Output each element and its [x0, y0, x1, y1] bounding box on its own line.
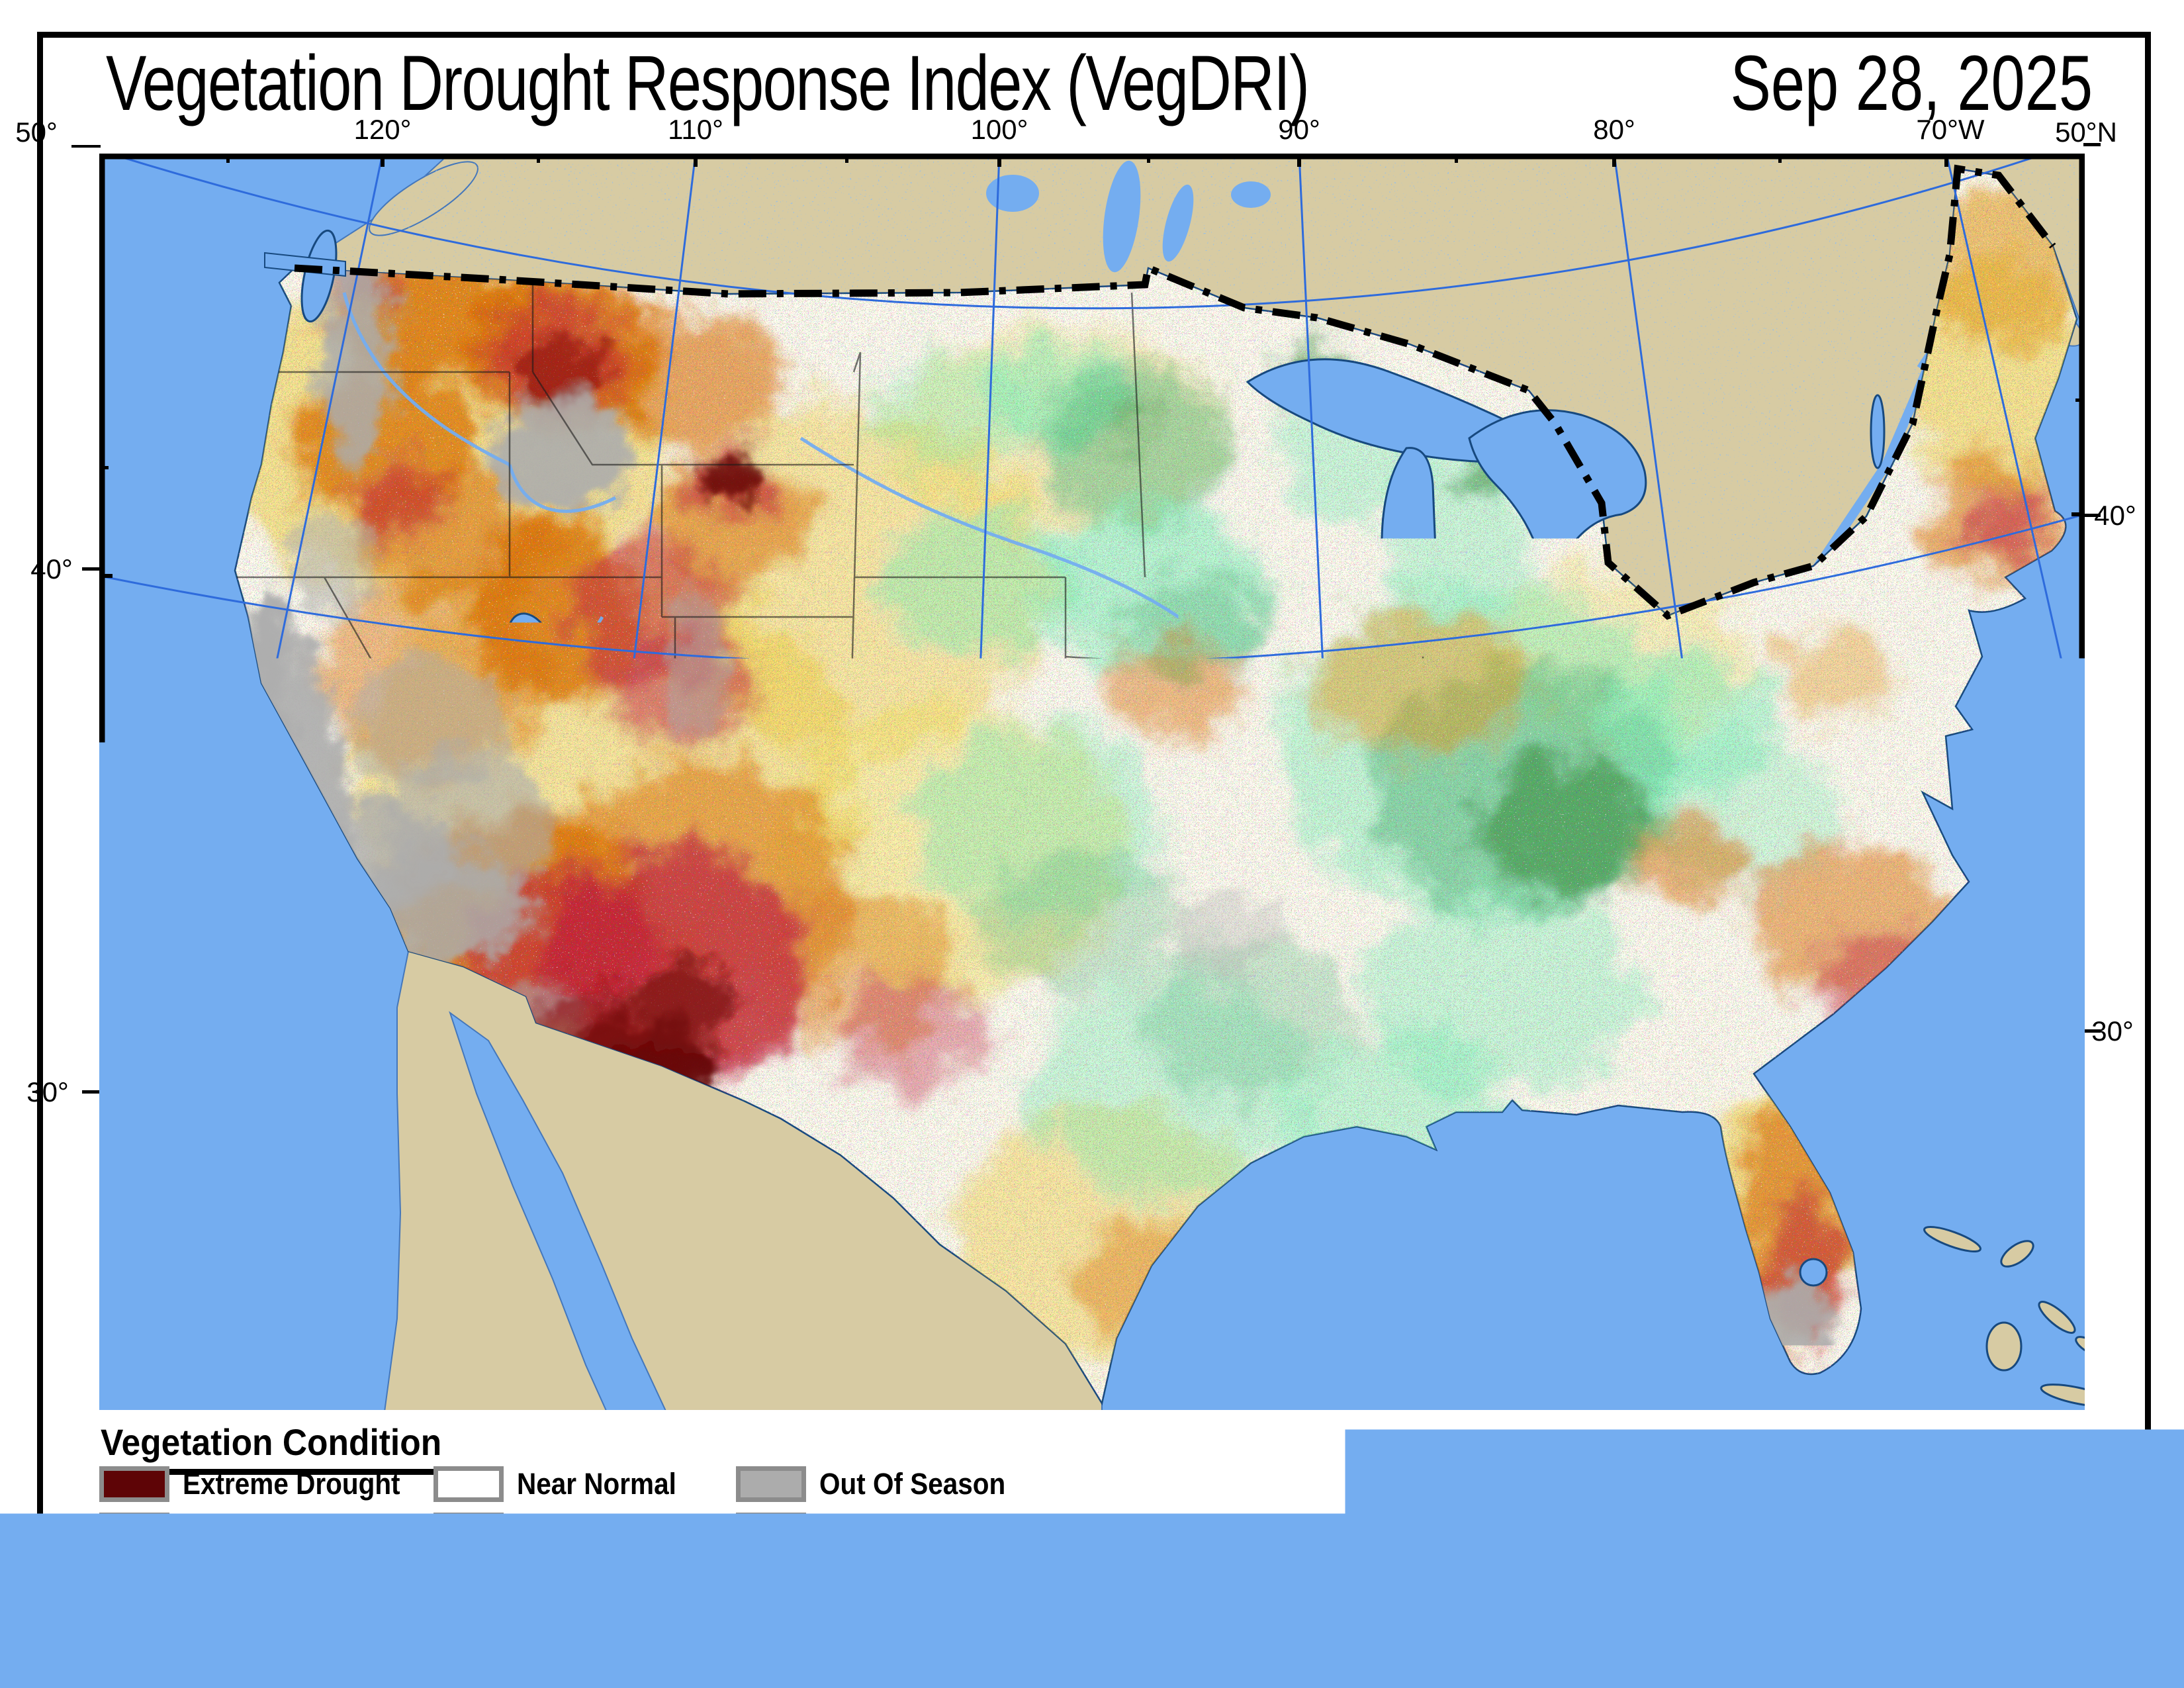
axis-stub [71, 145, 101, 148]
legend-item: Extreme Drought [99, 1467, 439, 1501]
legend-swatch [736, 1513, 806, 1548]
legend-item: Pre-Drought [99, 1606, 439, 1640]
legend-swatch [99, 1513, 169, 1548]
legend-label: Moderate Drought [183, 1560, 414, 1594]
nasa-meatball-icon: NASA [738, 1297, 850, 1405]
interactive-maps-label: For Interactive Drought Maps: [1293, 1608, 1670, 1644]
interactive-maps-line: For Interactive Drought Maps: http://vegd… [1185, 1607, 2085, 1644]
axis-label: 50°N [2055, 117, 2117, 148]
legend-swatch [433, 1513, 504, 1548]
axis-label: 30° [2091, 1015, 2134, 1047]
legend-item: Out Of Season [736, 1467, 1026, 1501]
period-line: Period: Sep 22 - Sep 28 (Week39) [1425, 1422, 2097, 1472]
legend-label: Severe Drought [183, 1513, 383, 1548]
map-date: Sep 28, 2025 [1628, 38, 2093, 128]
scale-label: Scale 1:18,050,000 [1827, 1368, 2078, 1401]
axis-label: 100° [971, 114, 1028, 146]
ndmc-logo: National Drought Mitigation Center [412, 1304, 631, 1401]
axis-label: 110° [668, 114, 723, 146]
legend-swatch [433, 1605, 504, 1641]
legend-label: Water [819, 1513, 893, 1548]
legend-swatch [736, 1466, 806, 1502]
usgs-wave-icon [111, 1308, 170, 1372]
legend-swatch [99, 1466, 169, 1502]
data-source-line: Data Source: eVIIRS 7 Day Composites [1377, 1517, 2087, 1563]
legend-item: Severe Drought [99, 1513, 439, 1548]
axis-stub [82, 1090, 101, 1094]
axis-label: 90° [1278, 114, 1320, 146]
legend-item: Extremely Moist [433, 1606, 745, 1640]
usgs-wordmark: USGS [174, 1295, 353, 1380]
legend-label: Extremely Moist [517, 1606, 723, 1640]
legend-label: Very Moist [517, 1560, 651, 1594]
axis-stub [82, 567, 101, 571]
ndmc-trees-icon [412, 1304, 631, 1377]
legend-item: Water [736, 1513, 1026, 1548]
vegdri-map [99, 154, 2085, 1410]
legend-item: Unusually Moist [433, 1513, 745, 1548]
axis-label: 50° [15, 117, 58, 148]
axis-label: 40° [2094, 500, 2136, 532]
logo-strip: USGS science for a changing world Nation… [97, 1295, 817, 1407]
page-title: Vegetation Drought Response Index (VegDR… [106, 38, 1648, 128]
hprcc-icon: High Plains Regional Climate Center Univ… [631, 1300, 743, 1402]
axis-label: 70°W [1916, 114, 1984, 146]
axis-label: 30° [26, 1076, 69, 1108]
legend-swatch [433, 1466, 504, 1502]
legend-label: Unusually Moist [517, 1513, 723, 1548]
legend-column-moist: Near Normal Unusually Moist Very Moist E… [433, 1467, 745, 1652]
hprcc-logo: High Plains Regional Climate Center Univ… [631, 1300, 743, 1402]
axis-label: 40° [30, 553, 73, 585]
legend-label: Out Of Season [819, 1467, 1005, 1501]
axis-label: 120° [354, 114, 412, 146]
legend-column-other: Out Of Season Water [736, 1467, 1026, 1560]
legend-item: Near Normal [433, 1467, 745, 1501]
legend-swatch [99, 1559, 169, 1595]
legend-label: Extreme Drought [183, 1467, 400, 1501]
legend-column-drought: Extreme Drought Severe Drought Moderate … [99, 1467, 439, 1652]
usgs-tagline: science for a changing world [112, 1374, 366, 1398]
legend-item: Very Moist [433, 1560, 745, 1594]
nasa-logo: NASA [738, 1297, 850, 1405]
legend-item: Moderate Drought [99, 1560, 439, 1594]
legend-label: Pre-Drought [183, 1606, 339, 1640]
map-canvas [99, 154, 2085, 1410]
vegdri-page: Vegetation Drought Response Index (VegDR… [0, 0, 2184, 1688]
usgs-logo: USGS science for a changing world [111, 1305, 408, 1398]
legend-label: Near Normal [517, 1467, 676, 1501]
legend-swatch [99, 1605, 169, 1641]
legend-swatch [433, 1559, 504, 1595]
vegdri-viewer-link[interactable]: http://vegdri.cr.usgs.gov/viewer/ [1685, 1608, 2085, 1644]
axis-label: 80° [1593, 114, 1635, 146]
